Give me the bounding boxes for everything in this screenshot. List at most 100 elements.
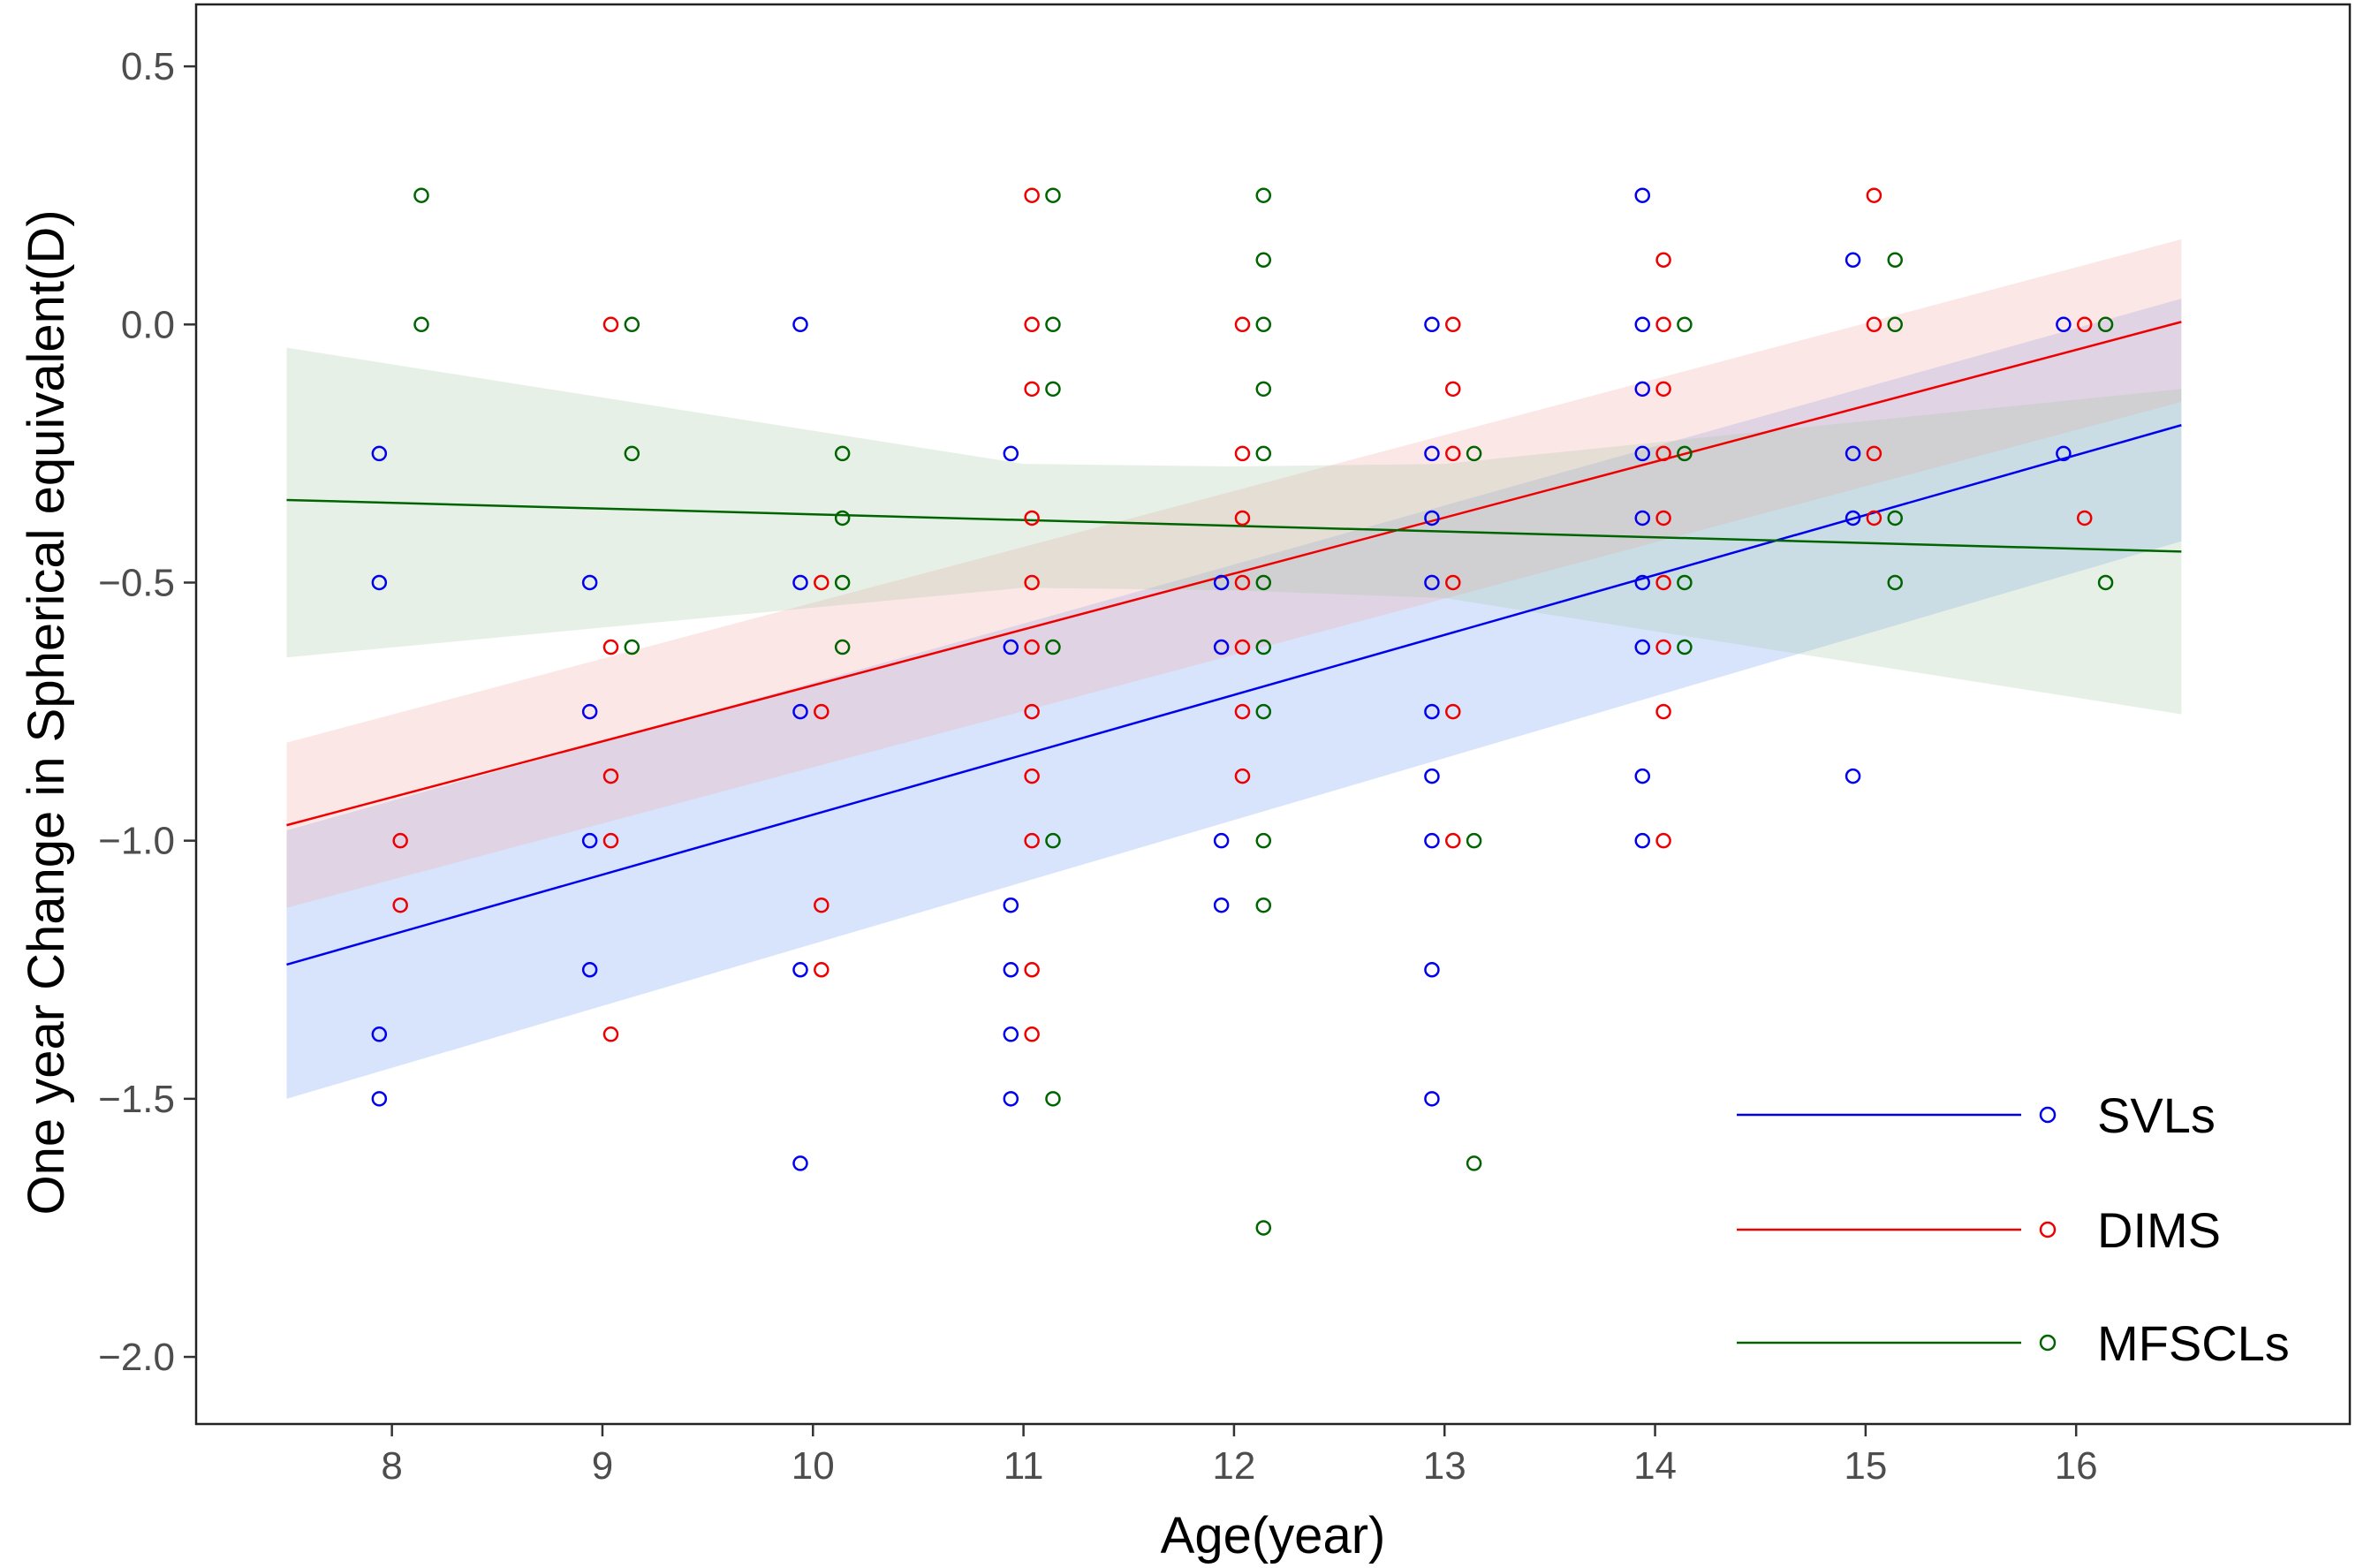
svls-point — [1213, 574, 1230, 591]
mfscls-point — [1255, 1220, 1272, 1236]
svls-point — [1634, 768, 1650, 784]
svls-point — [1424, 510, 1440, 526]
svls-point — [1213, 832, 1230, 849]
mfscls-point — [1255, 897, 1272, 913]
svls-point — [1845, 445, 1861, 462]
mfscls-point — [624, 445, 640, 462]
svls-point — [1845, 510, 1861, 526]
svls-point — [371, 574, 388, 591]
mfscls-point — [1045, 316, 1061, 333]
dims-point — [2076, 510, 2093, 526]
dims-point — [1024, 574, 1040, 591]
mfscls-point — [2097, 574, 2114, 591]
svls-point — [1003, 445, 1019, 462]
mfscls-point — [1255, 187, 1272, 203]
svls-point — [1424, 703, 1440, 720]
dims-point — [1655, 510, 1671, 526]
svls-point — [1003, 639, 1019, 655]
mfscls-point — [1255, 381, 1272, 398]
mfscls-point — [1255, 445, 1272, 462]
legend: SVLs DIMS MFSCLs — [1737, 1087, 2290, 1371]
dims-point — [1024, 381, 1040, 398]
y-tick-label: −1.0 — [98, 820, 175, 863]
svls-point — [1845, 768, 1861, 784]
svls-point — [1424, 962, 1440, 978]
dims-point — [1024, 1026, 1040, 1042]
svls-point — [792, 962, 808, 978]
mfscls-legend-marker — [2039, 1334, 2057, 1352]
mfscls-confidence-band — [286, 347, 2182, 715]
dims-point — [1866, 445, 1883, 462]
mfscls-point — [1677, 316, 1693, 333]
mfscls-legend-label: MFSCLs — [2097, 1315, 2290, 1371]
dims-point — [814, 962, 830, 978]
dims-point — [814, 574, 830, 591]
dims-point — [1655, 381, 1671, 398]
x-tick-label: 14 — [1633, 1444, 1677, 1488]
svls-point — [1424, 768, 1440, 784]
dims-point — [602, 832, 619, 849]
dims-point — [1024, 639, 1040, 655]
y-tick-label: −2.0 — [98, 1336, 175, 1379]
dims-point — [1655, 832, 1671, 849]
mfscls-point — [624, 316, 640, 333]
dims-point — [1234, 445, 1251, 462]
y-tick-label: −0.5 — [98, 561, 175, 604]
mfscls-point — [1887, 252, 1903, 269]
mfscls-fit-line — [286, 498, 2182, 553]
dims-point — [1024, 703, 1040, 720]
x-tick-label: 8 — [381, 1444, 402, 1488]
data-points — [371, 187, 2114, 1236]
x-tick-label: 12 — [1212, 1444, 1255, 1488]
dims-point — [602, 768, 619, 784]
svls-point — [792, 574, 808, 591]
mfscls-point — [2097, 316, 2114, 333]
y-axis: 0.5 0.0 −0.5 −1.0 −1.5 −2.0 — [98, 45, 196, 1379]
mfscls-point — [1887, 510, 1903, 526]
dims-point — [1024, 510, 1040, 526]
dims-point — [1234, 703, 1251, 720]
mfscls-point — [1255, 703, 1272, 720]
mfscls-point — [1887, 574, 1903, 591]
dims-point — [1024, 962, 1040, 978]
mfscls-point — [834, 639, 851, 655]
dims-point — [1024, 832, 1040, 849]
svls-point — [581, 703, 598, 720]
x-axis-title: Age(year) — [1161, 1507, 1386, 1564]
svls-confidence-band — [286, 299, 2182, 1099]
svls-point — [371, 1091, 388, 1107]
y-tick-label: 0.0 — [121, 303, 175, 346]
dims-point — [1024, 316, 1040, 333]
mfscls-point — [1466, 445, 1482, 462]
dims-point — [602, 316, 619, 333]
mfscls-point — [413, 316, 429, 333]
svls-point — [1003, 1026, 1019, 1042]
svls-point — [1634, 381, 1650, 398]
mfscls-point — [624, 639, 640, 655]
svls-point — [1634, 832, 1650, 849]
mfscls-point — [413, 187, 429, 203]
svls-point — [1845, 252, 1861, 269]
dims-point — [1234, 768, 1251, 784]
dims-point — [1024, 768, 1040, 784]
svls-point — [792, 316, 808, 333]
x-axis: 8 9 10 11 12 13 14 15 16 — [381, 1424, 2098, 1488]
dims-point — [1655, 316, 1671, 333]
svls-point — [371, 1026, 388, 1042]
dims-point — [1655, 445, 1671, 462]
svls-point — [1424, 832, 1440, 849]
x-tick-label: 16 — [2055, 1444, 2098, 1488]
mfscls-point — [1466, 832, 1482, 849]
mfscls-point — [834, 445, 851, 462]
mfscls-point — [1887, 316, 1903, 333]
dims-point — [392, 832, 408, 849]
svls-point — [2056, 445, 2072, 462]
mfscls-point — [1255, 832, 1272, 849]
dims-fit-line — [286, 321, 2182, 827]
mfscls-point — [1677, 639, 1693, 655]
mfscls-point — [1255, 639, 1272, 655]
dims-point — [1655, 639, 1671, 655]
x-tick-label: 10 — [792, 1444, 835, 1488]
mfscls-point — [1045, 639, 1061, 655]
